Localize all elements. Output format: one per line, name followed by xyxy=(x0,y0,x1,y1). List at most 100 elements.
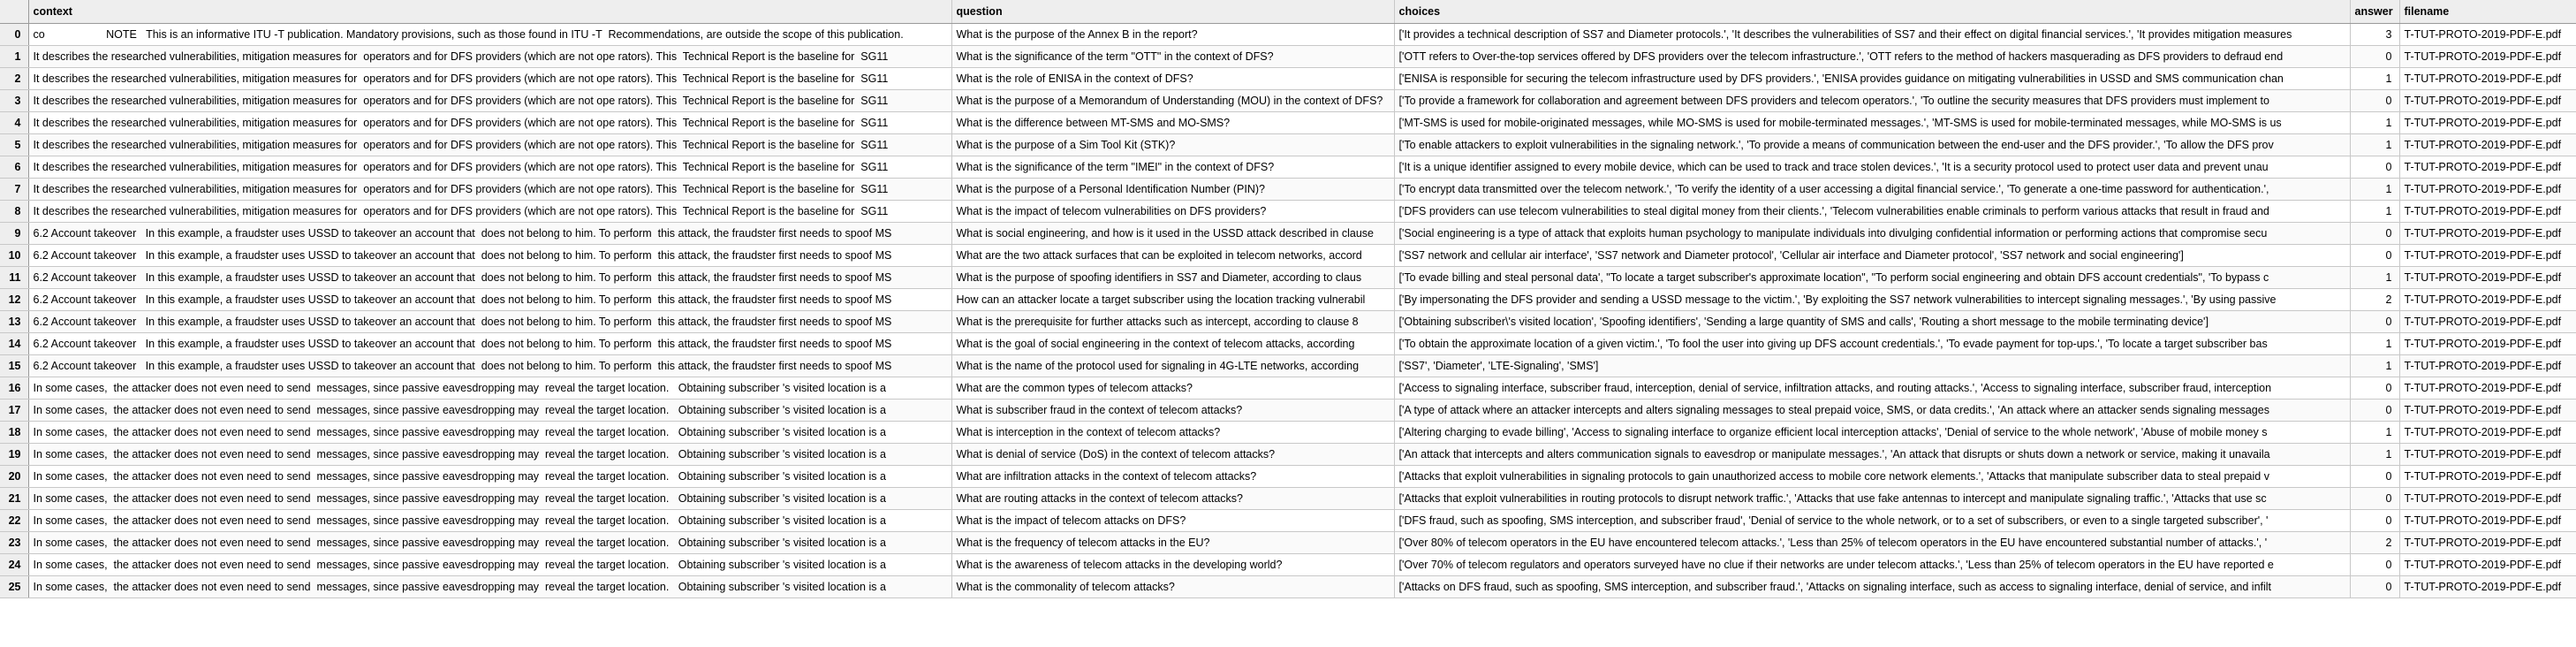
question-cell[interactable]: What is the purpose of a Memorandum of U… xyxy=(951,89,1395,112)
table-row[interactable]: 23 In some cases, the attacker does not e… xyxy=(0,531,2576,554)
filename-cell[interactable]: T-TUT-PROTO-2019-PDF-E.pdf xyxy=(2399,509,2576,532)
choices-cell[interactable]: ['It provides a technical description of… xyxy=(1394,23,2351,46)
filename-cell[interactable]: T-TUT-PROTO-2019-PDF-E.pdf xyxy=(2399,553,2576,576)
question-cell[interactable]: What is the purpose of a Sim Tool Kit (S… xyxy=(951,133,1395,156)
question-cell[interactable]: What is denial of service (DoS) in the c… xyxy=(951,443,1395,466)
context-cell[interactable]: In some cases, the attacker does not eve… xyxy=(28,465,952,488)
question-cell[interactable]: What is the purpose of the Annex B in th… xyxy=(951,23,1395,46)
context-cell[interactable]: It describes the researched vulnerabilit… xyxy=(28,178,952,201)
answer-cell[interactable]: 0 xyxy=(2350,244,2400,267)
table-row[interactable]: 12 6.2 Account takeover In this example, … xyxy=(0,288,2576,311)
choices-cell[interactable]: ['ENISA is responsible for securing the … xyxy=(1394,67,2351,90)
question-cell[interactable]: What are infiltration attacks in the con… xyxy=(951,465,1395,488)
filename-cell[interactable]: T-TUT-PROTO-2019-PDF-E.pdf xyxy=(2399,23,2576,46)
table-row[interactable]: 13 6.2 Account takeover In this example, … xyxy=(0,310,2576,333)
filename-cell[interactable]: T-TUT-PROTO-2019-PDF-E.pdf xyxy=(2399,465,2576,488)
context-cell[interactable]: It describes the researched vulnerabilit… xyxy=(28,111,952,134)
table-row[interactable]: 20 In some cases, the attacker does not e… xyxy=(0,465,2576,488)
question-cell[interactable]: What are the common types of telecom att… xyxy=(951,377,1395,400)
question-cell[interactable]: What is the significance of the term "OT… xyxy=(951,45,1395,68)
choices-cell[interactable]: ['OTT refers to Over-the-top services of… xyxy=(1394,45,2351,68)
context-cell[interactable]: co NOTE This is an informative ITU -T pu… xyxy=(28,23,952,46)
choices-cell[interactable]: ['Obtaining subscriber\'s visited locati… xyxy=(1394,310,2351,333)
question-cell[interactable]: What is the difference between MT-SMS an… xyxy=(951,111,1395,134)
question-cell[interactable]: What is the goal of social engineering i… xyxy=(951,332,1395,355)
table-row[interactable]: 10 6.2 Account takeover In this example, … xyxy=(0,244,2576,267)
question-cell[interactable]: What is the commonality of telecom attac… xyxy=(951,575,1395,598)
choices-cell[interactable]: ['Over 70% of telecom regulators and ope… xyxy=(1394,553,2351,576)
choices-cell[interactable]: ['Attacks that exploit vulnerabilities i… xyxy=(1394,487,2351,510)
question-cell[interactable]: What is the frequency of telecom attacks… xyxy=(951,531,1395,554)
choices-cell[interactable]: ['Altering charging to evade billing', '… xyxy=(1394,421,2351,444)
filename-cell[interactable]: T-TUT-PROTO-2019-PDF-E.pdf xyxy=(2399,487,2576,510)
table-row[interactable]: 24 In some cases, the attacker does not e… xyxy=(0,553,2576,576)
answer-cell[interactable]: 0 xyxy=(2350,310,2400,333)
question-cell[interactable]: What is the prerequisite for further att… xyxy=(951,310,1395,333)
answer-cell[interactable]: 0 xyxy=(2350,509,2400,532)
column-header-choices[interactable]: choices xyxy=(1394,0,2351,24)
context-cell[interactable]: In some cases, the attacker does not eve… xyxy=(28,399,952,422)
filename-cell[interactable]: T-TUT-PROTO-2019-PDF-E.pdf xyxy=(2399,421,2576,444)
context-cell[interactable]: In some cases, the attacker does not eve… xyxy=(28,553,952,576)
question-cell[interactable]: What is interception in the context of t… xyxy=(951,421,1395,444)
question-cell[interactable]: What are the two attack surfaces that ca… xyxy=(951,244,1395,267)
answer-cell[interactable]: 0 xyxy=(2350,156,2400,179)
table-row[interactable]: 11 6.2 Account takeover In this example, … xyxy=(0,266,2576,289)
filename-cell[interactable]: T-TUT-PROTO-2019-PDF-E.pdf xyxy=(2399,244,2576,267)
table-row[interactable]: 7 It describes the researched vulnerabili… xyxy=(0,178,2576,201)
question-cell[interactable]: What is the purpose of spoofing identifi… xyxy=(951,266,1395,289)
answer-cell[interactable]: 1 xyxy=(2350,133,2400,156)
question-cell[interactable]: What is the significance of the term "IM… xyxy=(951,156,1395,179)
table-row[interactable]: 9 6.2 Account takeover In this example, a… xyxy=(0,222,2576,245)
answer-cell[interactable]: 0 xyxy=(2350,575,2400,598)
choices-cell[interactable]: ['It is a unique identifier assigned to … xyxy=(1394,156,2351,179)
context-cell[interactable]: It describes the researched vulnerabilit… xyxy=(28,89,952,112)
filename-cell[interactable]: T-TUT-PROTO-2019-PDF-E.pdf xyxy=(2399,399,2576,422)
question-cell[interactable]: What are routing attacks in the context … xyxy=(951,487,1395,510)
context-cell[interactable]: It describes the researched vulnerabilit… xyxy=(28,156,952,179)
filename-cell[interactable]: T-TUT-PROTO-2019-PDF-E.pdf xyxy=(2399,377,2576,400)
table-row[interactable]: 3 It describes the researched vulnerabili… xyxy=(0,89,2576,112)
filename-cell[interactable]: T-TUT-PROTO-2019-PDF-E.pdf xyxy=(2399,178,2576,201)
context-cell[interactable]: It describes the researched vulnerabilit… xyxy=(28,67,952,90)
filename-cell[interactable]: T-TUT-PROTO-2019-PDF-E.pdf xyxy=(2399,67,2576,90)
choices-cell[interactable]: ['To enable attackers to exploit vulnera… xyxy=(1394,133,2351,156)
answer-cell[interactable]: 0 xyxy=(2350,465,2400,488)
context-cell[interactable]: 6.2 Account takeover In this example, a … xyxy=(28,222,952,245)
context-cell[interactable]: In some cases, the attacker does not eve… xyxy=(28,443,952,466)
filename-cell[interactable]: T-TUT-PROTO-2019-PDF-E.pdf xyxy=(2399,156,2576,179)
answer-cell[interactable]: 1 xyxy=(2350,200,2400,223)
context-cell[interactable]: It describes the researched vulnerabilit… xyxy=(28,133,952,156)
context-cell[interactable]: In some cases, the attacker does not eve… xyxy=(28,421,952,444)
context-cell[interactable]: 6.2 Account takeover In this example, a … xyxy=(28,266,952,289)
choices-cell[interactable]: ['A type of attack where an attacker int… xyxy=(1394,399,2351,422)
answer-cell[interactable]: 0 xyxy=(2350,377,2400,400)
choices-cell[interactable]: ['By impersonating the DFS provider and … xyxy=(1394,288,2351,311)
table-row[interactable]: 22 In some cases, the attacker does not e… xyxy=(0,509,2576,532)
answer-cell[interactable]: 0 xyxy=(2350,45,2400,68)
answer-cell[interactable]: 1 xyxy=(2350,354,2400,377)
filename-cell[interactable]: T-TUT-PROTO-2019-PDF-E.pdf xyxy=(2399,89,2576,112)
context-cell[interactable]: 6.2 Account takeover In this example, a … xyxy=(28,288,952,311)
filename-cell[interactable]: T-TUT-PROTO-2019-PDF-E.pdf xyxy=(2399,332,2576,355)
table-row[interactable]: 0 co NOTE This is an informative ITU -T p… xyxy=(0,23,2576,46)
table-row[interactable]: 15 6.2 Account takeover In this example, … xyxy=(0,354,2576,377)
context-cell[interactable]: 6.2 Account takeover In this example, a … xyxy=(28,310,952,333)
column-header-answer[interactable]: answer xyxy=(2350,0,2400,24)
filename-cell[interactable]: T-TUT-PROTO-2019-PDF-E.pdf xyxy=(2399,111,2576,134)
filename-cell[interactable]: T-TUT-PROTO-2019-PDF-E.pdf xyxy=(2399,310,2576,333)
filename-cell[interactable]: T-TUT-PROTO-2019-PDF-E.pdf xyxy=(2399,288,2576,311)
answer-cell[interactable]: 0 xyxy=(2350,89,2400,112)
column-header-filename[interactable]: filename xyxy=(2399,0,2576,24)
context-cell[interactable]: In some cases, the attacker does not eve… xyxy=(28,575,952,598)
choices-cell[interactable]: ['To obtain the approximate location of … xyxy=(1394,332,2351,355)
context-cell[interactable]: In some cases, the attacker does not eve… xyxy=(28,377,952,400)
table-row[interactable]: 17 In some cases, the attacker does not e… xyxy=(0,399,2576,422)
table-row[interactable]: 21 In some cases, the attacker does not e… xyxy=(0,487,2576,510)
context-cell[interactable]: 6.2 Account takeover In this example, a … xyxy=(28,354,952,377)
filename-cell[interactable]: T-TUT-PROTO-2019-PDF-E.pdf xyxy=(2399,133,2576,156)
context-cell[interactable]: It describes the researched vulnerabilit… xyxy=(28,200,952,223)
answer-cell[interactable]: 1 xyxy=(2350,67,2400,90)
question-cell[interactable]: What is the impact of telecom vulnerabil… xyxy=(951,200,1395,223)
choices-cell[interactable]: ['MT-SMS is used for mobile-originated m… xyxy=(1394,111,2351,134)
